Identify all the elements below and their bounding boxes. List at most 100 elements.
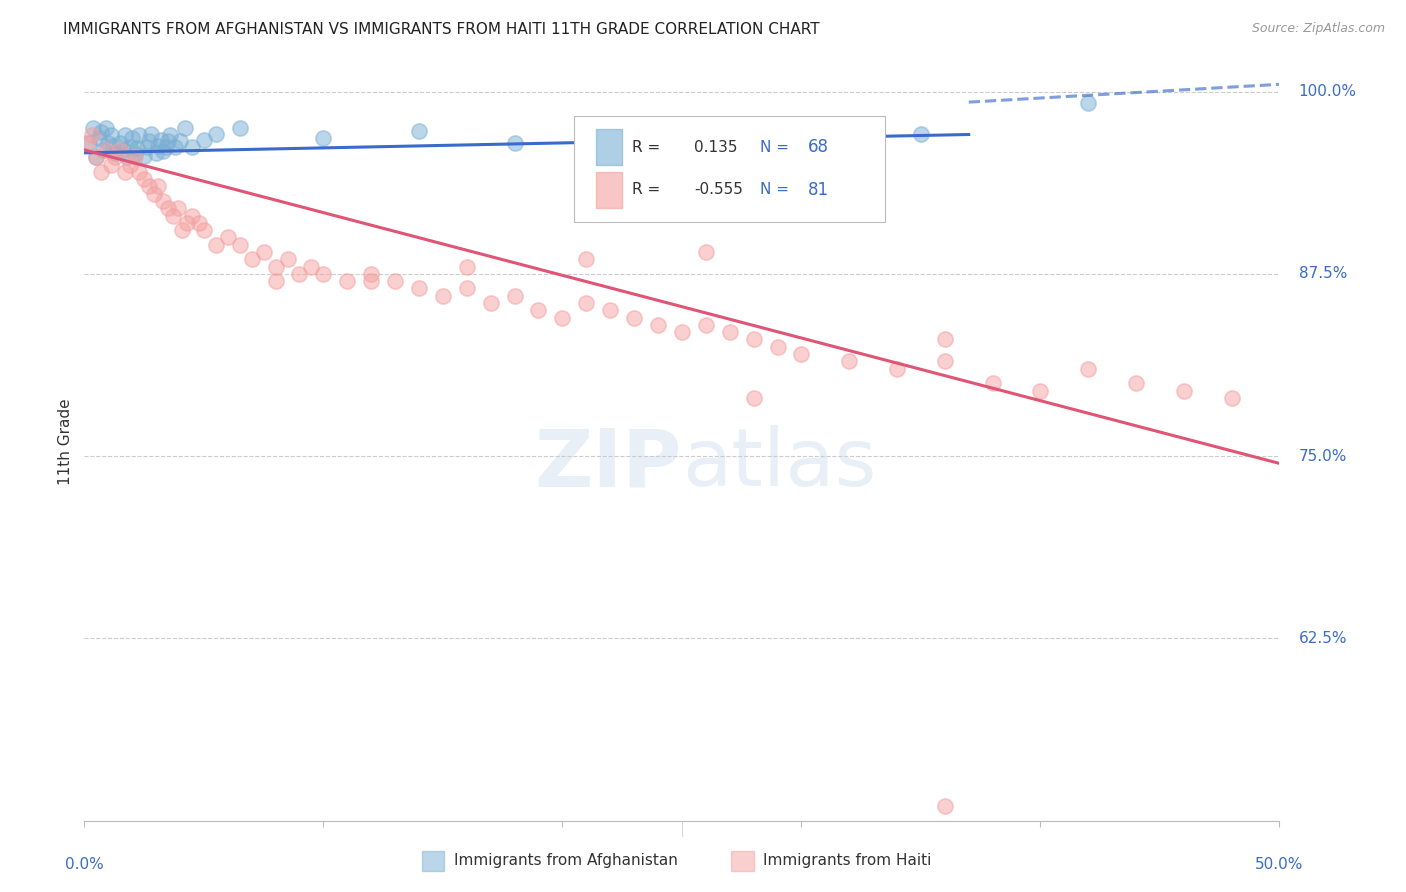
- Point: [336, 274, 359, 288]
- Point: [240, 252, 263, 267]
- Point: [264, 260, 287, 274]
- Point: [100, 128, 122, 143]
- Point: [132, 172, 156, 186]
- Text: 100.0%: 100.0%: [1299, 84, 1357, 99]
- Point: [934, 799, 956, 814]
- Point: [97, 136, 120, 150]
- Point: [181, 140, 204, 154]
- FancyBboxPatch shape: [575, 115, 886, 221]
- Text: 75.0%: 75.0%: [1299, 449, 1347, 464]
- Point: [479, 296, 502, 310]
- Point: [229, 237, 252, 252]
- Point: [165, 140, 187, 154]
- Point: [575, 252, 598, 267]
- Text: 68: 68: [807, 138, 828, 156]
- Point: [503, 289, 526, 303]
- Point: [148, 138, 170, 153]
- Point: [159, 128, 181, 143]
- Point: [157, 201, 180, 215]
- Point: [80, 128, 103, 143]
- Point: [277, 252, 299, 267]
- Point: [125, 141, 148, 155]
- Point: [599, 303, 621, 318]
- Point: [264, 274, 287, 288]
- Point: [152, 194, 174, 208]
- Point: [90, 165, 112, 179]
- Text: atlas: atlas: [682, 425, 876, 503]
- Text: IMMIGRANTS FROM AFGHANISTAN VS IMMIGRANTS FROM HAITI 11TH GRADE CORRELATION CHAR: IMMIGRANTS FROM AFGHANISTAN VS IMMIGRANT…: [63, 22, 820, 37]
- Point: [86, 150, 108, 164]
- Y-axis label: 11th Grade: 11th Grade: [58, 398, 73, 485]
- Point: [432, 289, 454, 303]
- Point: [742, 391, 765, 405]
- Text: N =: N =: [759, 182, 789, 197]
- Point: [111, 143, 134, 157]
- Point: [312, 131, 335, 145]
- Point: [124, 150, 146, 164]
- Point: [166, 201, 188, 215]
- Point: [384, 274, 406, 288]
- Point: [288, 267, 311, 281]
- Point: [193, 223, 215, 237]
- Point: [155, 140, 177, 154]
- Point: [152, 145, 174, 159]
- Point: [104, 150, 127, 164]
- Point: [838, 354, 860, 368]
- Point: [527, 303, 550, 318]
- Point: [138, 179, 160, 194]
- Point: [118, 157, 141, 171]
- Point: [695, 318, 717, 332]
- Point: [312, 267, 335, 281]
- Point: [176, 216, 198, 230]
- Point: [205, 237, 228, 252]
- Point: [181, 209, 204, 223]
- Point: [575, 296, 598, 310]
- Point: [138, 134, 160, 148]
- Point: [229, 121, 252, 136]
- Point: [94, 121, 117, 136]
- Point: [503, 136, 526, 150]
- Point: [90, 125, 112, 139]
- Text: N =: N =: [759, 139, 789, 154]
- Point: [128, 165, 150, 179]
- Point: [142, 186, 165, 201]
- Point: [86, 150, 108, 164]
- Point: [157, 134, 180, 148]
- Point: [1029, 384, 1052, 398]
- Point: [934, 333, 956, 347]
- Point: [121, 131, 143, 145]
- Text: 0.135: 0.135: [695, 139, 737, 154]
- Point: [301, 260, 323, 274]
- Point: [1220, 391, 1243, 405]
- Point: [718, 325, 741, 339]
- Text: -0.555: -0.555: [695, 182, 742, 197]
- Point: [647, 318, 669, 332]
- Point: [695, 244, 717, 259]
- Point: [148, 179, 170, 194]
- Text: Immigrants from Haiti: Immigrants from Haiti: [763, 854, 932, 868]
- Point: [742, 333, 765, 347]
- Point: [104, 145, 127, 160]
- Point: [253, 244, 276, 259]
- Point: [886, 361, 908, 376]
- Point: [456, 281, 478, 295]
- Point: [623, 121, 645, 136]
- Point: [135, 140, 157, 154]
- Point: [408, 281, 430, 295]
- Point: [118, 140, 141, 154]
- Point: [172, 223, 194, 237]
- Text: Immigrants from Afghanistan: Immigrants from Afghanistan: [454, 854, 678, 868]
- Point: [76, 136, 98, 150]
- Point: [551, 310, 574, 325]
- Point: [93, 143, 115, 157]
- Text: 62.5%: 62.5%: [1299, 631, 1347, 646]
- Text: R =: R =: [631, 182, 659, 197]
- Point: [981, 376, 1004, 391]
- Bar: [596, 171, 623, 208]
- Point: [623, 310, 645, 325]
- Point: [87, 131, 110, 145]
- Point: [217, 230, 239, 244]
- Point: [114, 165, 136, 179]
- Point: [114, 128, 136, 143]
- Point: [1077, 96, 1099, 111]
